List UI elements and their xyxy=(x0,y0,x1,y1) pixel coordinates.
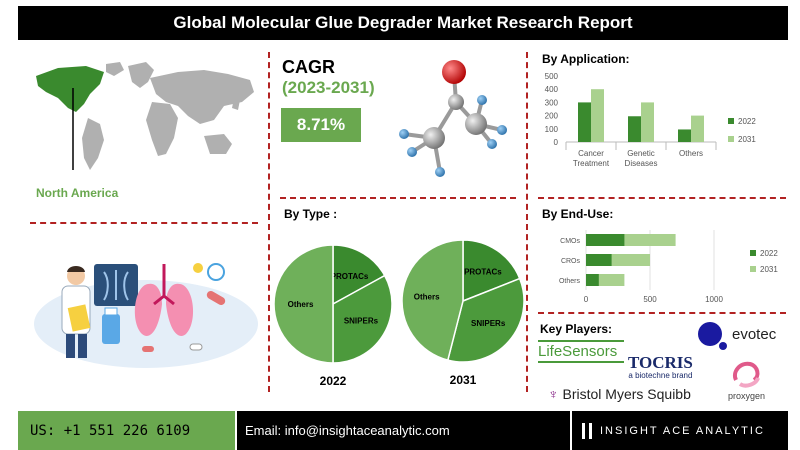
molecule-illustration xyxy=(399,60,507,177)
x-tick-label: Treatment xyxy=(573,159,610,168)
region-label: North America xyxy=(36,186,119,200)
pie-slice xyxy=(462,239,521,303)
logo-tocris-sub: a biotechne brand xyxy=(628,371,693,380)
bar xyxy=(678,129,691,142)
logo-proxygen-text: proxygen xyxy=(728,391,766,401)
by-application-title: By Application: xyxy=(542,52,630,66)
bar xyxy=(628,116,641,142)
type-pie-chart-2022: PROTACs SNIPERs Others 2022 xyxy=(273,244,393,388)
y-tick-label: 300 xyxy=(545,98,559,107)
divider-right-mid xyxy=(538,197,786,199)
bar xyxy=(586,274,599,286)
divider-center-mid xyxy=(280,197,516,199)
north-america-region xyxy=(36,66,104,112)
doctor-illustration xyxy=(34,263,258,368)
slice-label: SNIPERs xyxy=(471,319,506,328)
logo-tocris: TOCRIS a biotechne brand xyxy=(628,354,693,380)
key-players-title: Key Players: xyxy=(540,322,613,336)
bar xyxy=(591,89,604,142)
y-tick-label: 400 xyxy=(545,85,559,94)
logo-evotec-text: evotec xyxy=(732,325,777,343)
proxygen-mark-icon xyxy=(732,361,760,388)
y-tick-label: Others xyxy=(559,278,581,285)
pie-slice xyxy=(446,277,525,363)
legend-swatch xyxy=(750,266,756,272)
logo-proxygen: proxygen xyxy=(728,358,765,401)
logo-evotec: evotec xyxy=(698,322,777,350)
bms-mark-icon: ♆ xyxy=(548,386,559,402)
logo-bms: ♆ Bristol Myers Squibb xyxy=(548,386,691,402)
legend-swatch xyxy=(750,250,756,256)
cagr-title: CAGR xyxy=(282,57,335,77)
y-tick-label: CROs xyxy=(561,258,581,265)
pie-slice xyxy=(401,239,464,361)
legend-label: 2031 xyxy=(738,135,756,144)
footer-phone: US: +1 551 226 6109 xyxy=(18,411,235,450)
x-tick-label: Others xyxy=(679,149,703,158)
x-tick-label: Cancer xyxy=(578,149,604,158)
slice-label: Others xyxy=(414,292,440,301)
divider-left xyxy=(268,52,270,392)
report-title: Global Molecular Glue Degrader Market Re… xyxy=(18,6,788,40)
bar xyxy=(578,102,591,142)
by-end-use-title: By End-Use: xyxy=(542,207,614,221)
legend-swatch xyxy=(728,118,734,124)
slice-label: PROTACs xyxy=(464,268,502,277)
type-pie-chart-2031: PROTACs SNIPERs Others 2031 xyxy=(401,239,525,387)
legend-label: 2022 xyxy=(738,117,756,126)
footer-email[interactable]: Email: info@insightaceanalytic.com xyxy=(237,411,570,450)
bar xyxy=(586,234,625,246)
footer-phone-text: US: +1 551 226 6109 xyxy=(30,422,191,439)
cagr-years: (2023-2031) xyxy=(282,78,375,97)
brand-logo-icon xyxy=(582,422,592,439)
y-tick-label: CMOs xyxy=(560,238,580,245)
legend-label: 2031 xyxy=(760,265,778,274)
footer-email-text[interactable]: Email: info@insightaceanalytic.com xyxy=(245,423,450,438)
report-title-text: Global Molecular Glue Degrader Market Re… xyxy=(173,13,633,32)
logo-bms-text: Bristol Myers Squibb xyxy=(562,386,691,402)
evotec-mark-icon xyxy=(698,322,727,350)
y-tick-label: 0 xyxy=(554,138,559,147)
pie-slice xyxy=(332,244,386,306)
x-tick-label: 0 xyxy=(584,295,589,304)
slice-label: PROTACs xyxy=(331,272,369,281)
y-tick-label: 500 xyxy=(545,72,559,81)
y-tick-label: 100 xyxy=(545,125,559,134)
logo-lifesensors-text: LifeSensors xyxy=(538,340,624,363)
divider-left-mid xyxy=(30,222,258,224)
bar xyxy=(691,115,704,142)
logo-lifesensors: LifeSensors xyxy=(538,340,624,363)
y-tick-label: 200 xyxy=(545,112,559,121)
footer-brand-text: INSIGHT ACE ANALYTIC xyxy=(600,424,765,437)
footer-brand: INSIGHT ACE ANALYTIC xyxy=(572,411,788,450)
slice-label: Others xyxy=(288,300,314,309)
by-type-title: By Type : xyxy=(284,207,338,221)
pie-year-label: 2022 xyxy=(320,374,347,388)
divider-right xyxy=(526,52,528,392)
x-tick-label: 500 xyxy=(643,295,657,304)
bar xyxy=(641,102,654,142)
pie-slice xyxy=(332,274,393,364)
pie-year-label: 2031 xyxy=(450,373,477,387)
bar xyxy=(586,254,612,266)
cagr-value-text: 8.71% xyxy=(296,115,346,134)
x-tick-label: Genetic xyxy=(627,149,655,158)
pie-slice xyxy=(273,244,334,364)
end-use-bar-chart: 0 500 1000 CMOs CROs Others 2022 2031 xyxy=(559,230,778,304)
legend-swatch xyxy=(728,136,734,142)
legend-label: 2022 xyxy=(760,249,778,258)
x-tick-label: 1000 xyxy=(705,295,723,304)
world-map xyxy=(36,62,254,170)
cagr-value: 8.71% xyxy=(281,108,361,142)
x-tick-label: Diseases xyxy=(625,159,658,168)
slice-label: SNIPERs xyxy=(344,317,379,326)
logo-tocris-text: TOCRIS xyxy=(628,353,693,372)
divider-right-low xyxy=(538,312,786,314)
